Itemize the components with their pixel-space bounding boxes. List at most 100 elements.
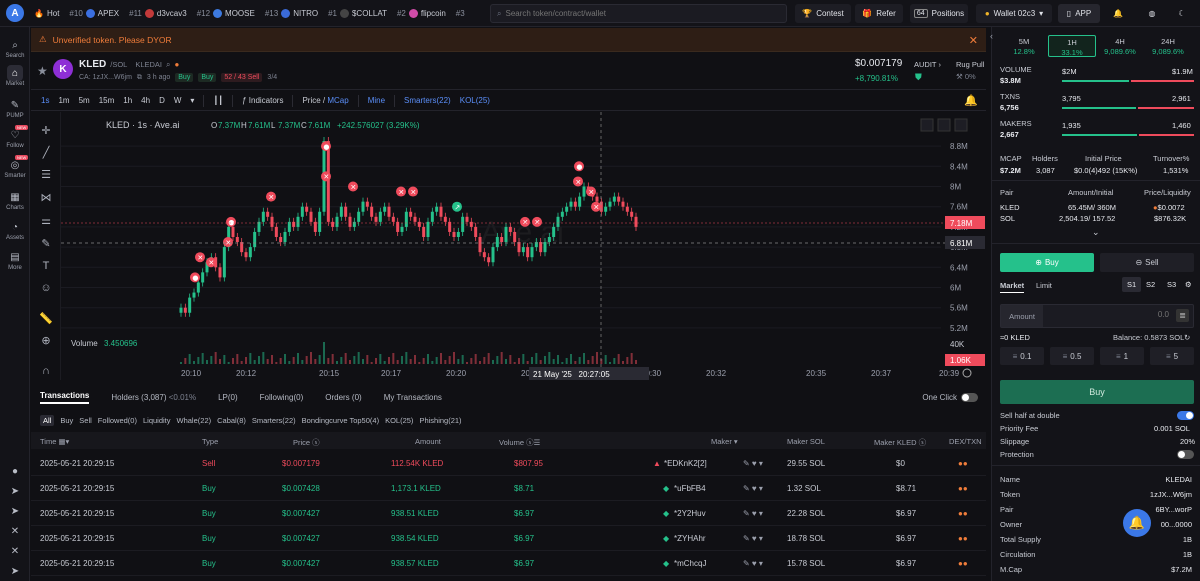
table-row[interactable]: 2025-05-21 20:29:15 Sell $0.007179 112.54K …: [31, 451, 986, 476]
sell-marker[interactable]: [532, 216, 542, 227]
sell-half-toggle[interactable]: [1177, 411, 1194, 420]
copy-icon[interactable]: ⧉: [136, 73, 142, 81]
amount-input[interactable]: [1069, 310, 1169, 319]
collapse-icon[interactable]: ‹: [990, 31, 993, 41]
slot-s3[interactable]: S3: [1167, 280, 1177, 289]
timeframe-5m[interactable]: 5M 12.8%: [1013, 37, 1035, 56]
table-row[interactable]: 2025-05-21 20:29:15 Buy $0.007428 1,173.1 K…: [31, 476, 986, 501]
trade-marker[interactable]: [190, 272, 200, 283]
star-icon[interactable]: ★: [37, 64, 48, 78]
dex-link-icon[interactable]: ●●: [958, 459, 968, 468]
interval-1h[interactable]: 1h: [123, 96, 133, 105]
sell-marker[interactable]: [206, 257, 216, 268]
trend-line-icon[interactable]: ╱: [42, 146, 50, 159]
timeframe-4h[interactable]: 4H 9,089.6%: [1104, 37, 1136, 56]
alert-bell-icon[interactable]: 🔔: [964, 95, 978, 107]
sidebar-item-charts[interactable]: ▦ Charts: [0, 189, 30, 212]
order-limit-tab[interactable]: Limit: [1036, 281, 1052, 290]
cell-maker[interactable]: *EDKnK2[2]: [664, 459, 707, 468]
sidebar-item-search[interactable]: ⌕ Search: [0, 37, 30, 60]
interval-5m[interactable]: 5m: [78, 96, 90, 105]
buy-tab[interactable]: ⊕ Buy: [1000, 253, 1094, 272]
col-maker[interactable]: Maker ▾: [711, 437, 738, 446]
buy-submit-button[interactable]: Buy: [1000, 380, 1194, 404]
ave-logo[interactable]: A: [6, 4, 24, 22]
filter-followed[interactable]: Followed(0): [97, 416, 137, 425]
filter-smarters[interactable]: Smarters(22): [251, 416, 296, 425]
sidebar-item-follow[interactable]: ♡ NEW Follow: [6, 125, 29, 149]
toggle-switch[interactable]: [961, 393, 978, 402]
sidebar-item-assets[interactable]: ◔ Assets: [0, 219, 30, 242]
table-row[interactable]: 2025-05-21 20:29:15 Buy $0.007427 938.54 KL…: [31, 526, 986, 551]
tab-transactions[interactable]: Transactions: [40, 391, 90, 404]
fib-icon[interactable]: ⚌: [41, 214, 51, 227]
x-alt-icon[interactable]: ✕: [10, 545, 20, 557]
filter-bondingcurve[interactable]: Bondingcurve Top50(4): [301, 416, 380, 425]
smarters-filter[interactable]: Smarters(22): [404, 96, 451, 105]
filter-buy[interactable]: Buy: [60, 416, 74, 425]
preset-1[interactable]: ≡ 1: [1100, 347, 1144, 365]
sell-marker[interactable]: [348, 181, 358, 192]
preset-5[interactable]: ≡ 5: [1150, 347, 1194, 365]
dex-link-icon[interactable]: ●●: [958, 559, 968, 568]
slippage-value[interactable]: 20%: [1180, 437, 1196, 446]
audit-link[interactable]: AUDIT ›: [914, 60, 941, 69]
search-icon[interactable]: ⌕: [166, 59, 171, 69]
protection-toggle[interactable]: [1177, 450, 1194, 459]
interval-4h[interactable]: 4h: [141, 96, 151, 105]
filter-all[interactable]: All: [40, 415, 55, 426]
ticker-item[interactable]: #12 MOOSE: [196, 9, 255, 18]
trade-marker[interactable]: [452, 201, 462, 212]
filter-kol[interactable]: KOL(25): [385, 416, 414, 425]
slot-s1[interactable]: S1: [1122, 277, 1142, 292]
cell-maker[interactable]: *2Y2Huv: [674, 509, 706, 518]
order-market-tab[interactable]: Market: [1000, 281, 1025, 293]
preset-0-5[interactable]: ≡ 0.5: [1050, 347, 1094, 365]
horizontal-lines-icon[interactable]: ☰: [41, 168, 51, 181]
cell-maker[interactable]: *mChcqJ: [674, 559, 707, 568]
x-icon[interactable]: ✕: [10, 525, 20, 537]
wallet-button[interactable]: ● Wallet 02c3 ▾: [976, 4, 1052, 23]
chevron-down-icon[interactable]: ▾: [190, 96, 195, 105]
search-box[interactable]: ⌕: [490, 4, 787, 23]
maker-tools-icon[interactable]: ✎ ♥ ▾: [743, 559, 763, 568]
candlestick-chart[interactable]: KLED · 1s · Ave.ai O 7.37M H 7.61M L 7.37M …: [61, 112, 986, 380]
filter-cabal[interactable]: Cabal(8): [217, 416, 246, 425]
col-time[interactable]: Time ▦▾: [40, 437, 70, 446]
ticker-item[interactable]: #10 APEX: [69, 9, 120, 18]
filter-whale[interactable]: Whale(22): [176, 416, 212, 425]
refer-button[interactable]: 🎁 Refer: [855, 4, 903, 23]
positions-button[interactable]: 64 Positions: [910, 4, 968, 23]
sell-marker[interactable]: [195, 252, 205, 263]
price-mcap-toggle[interactable]: Price / MCap: [302, 96, 349, 105]
notification-bell-icon[interactable]: 🔔: [1123, 509, 1151, 537]
cell-maker[interactable]: *ZYHAhr: [674, 534, 706, 543]
sell-marker[interactable]: [321, 171, 331, 182]
hot-label[interactable]: 🔥 Hot: [34, 9, 60, 18]
chart-settings-icon[interactable]: [962, 368, 972, 378]
wallet-select-icon[interactable]: ≣: [1176, 309, 1189, 322]
interval-d[interactable]: D: [159, 96, 165, 105]
sidebar-item-pump[interactable]: ✎ PUMP: [0, 97, 30, 120]
sidebar-item-more[interactable]: ▤ More: [0, 249, 30, 272]
sidebar-item-smarter[interactable]: ◎ NEW Smarter: [4, 155, 29, 179]
interval-15m[interactable]: 15m: [98, 96, 115, 105]
sell-marker[interactable]: [586, 186, 596, 197]
moon-icon[interactable]: ☾: [1178, 9, 1186, 18]
sell-marker[interactable]: [223, 237, 233, 248]
cell-maker[interactable]: *uFbFB4: [674, 484, 706, 493]
priority-fee-value[interactable]: 0.001 SOL: [1154, 424, 1190, 433]
gear-icon[interactable]: ⚙: [1185, 280, 1192, 289]
sell-marker[interactable]: [408, 186, 418, 197]
bell-icon[interactable]: 🔔: [1113, 9, 1123, 18]
kol-filter[interactable]: KOL(25): [459, 96, 490, 105]
sidebar-item-market[interactable]: ⌂ Market: [0, 65, 30, 87]
scroll-down-icon[interactable]: [920, 118, 934, 132]
mine-filter[interactable]: Mine: [367, 96, 386, 105]
tab-holders[interactable]: Holders (3,087) <0.01%: [111, 393, 197, 402]
tab-orders[interactable]: Orders (0): [325, 393, 362, 402]
interval-w[interactable]: W: [173, 96, 182, 105]
candle-type-icon[interactable]: ┃┃: [213, 96, 224, 105]
table-row[interactable]: 2025-05-21 20:29:15 Buy $0.007427 938.51 KL…: [31, 501, 986, 526]
maker-tools-icon[interactable]: ✎ ♥ ▾: [743, 534, 763, 543]
